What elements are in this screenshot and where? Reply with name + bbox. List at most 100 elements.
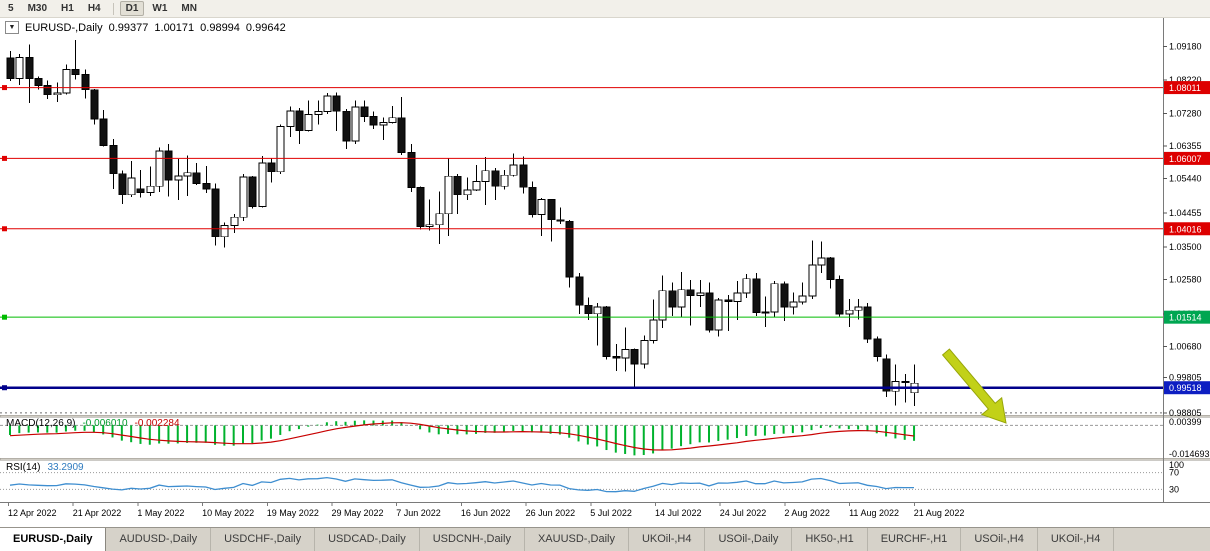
level-anchor-marker[interactable]	[2, 155, 7, 161]
candle	[696, 292, 705, 296]
candle	[397, 117, 406, 154]
candle	[304, 114, 313, 131]
candle	[854, 306, 863, 311]
candle	[62, 69, 71, 94]
date-tick-label: 29 May 2022	[332, 508, 384, 518]
candle	[369, 116, 378, 126]
timeframe-button-w1[interactable]: W1	[152, 3, 168, 14]
timeframe-button-5[interactable]: 5	[8, 3, 14, 14]
date-tick-label: 10 May 2022	[202, 508, 254, 518]
price-level-badge-label: 0.99518	[1169, 383, 1202, 393]
candle	[547, 199, 556, 221]
level-anchor-marker[interactable]	[2, 226, 7, 232]
candle	[733, 292, 742, 302]
date-tick-label: 21 Apr 2022	[73, 508, 122, 518]
chart-tab-hk50-h1[interactable]: HK50-,H1	[792, 528, 868, 551]
candle	[146, 185, 155, 193]
candle	[183, 172, 192, 177]
candle	[43, 85, 52, 96]
price-tick-label: 1.08220	[1169, 75, 1202, 85]
price-tick-label: 0.99805	[1169, 373, 1202, 383]
chart-tab-bar: EURUSD-,Daily AUDUSD-,Daily USDCHF-,Daily U…	[0, 527, 1210, 551]
date-tick-label: 26 Jun 2022	[526, 508, 576, 518]
chart-tab-usdcad-daily[interactable]: USDCAD-,Daily	[315, 528, 420, 551]
candle	[565, 220, 574, 278]
price-tick-label: 1.00680	[1169, 342, 1202, 352]
candle	[770, 283, 779, 313]
timeframe-button-m30[interactable]: M30	[27, 3, 48, 14]
price-level-badge	[1164, 310, 1210, 324]
candle	[6, 57, 15, 79]
candle	[342, 110, 351, 142]
price-tick-label: 1.04455	[1169, 208, 1202, 218]
rsi-line	[9, 476, 914, 493]
candle	[863, 306, 872, 340]
candle	[677, 289, 686, 308]
candle	[789, 301, 798, 308]
candle	[230, 216, 239, 226]
candle	[593, 306, 602, 315]
candle	[15, 57, 24, 79]
timeframe-button-mn[interactable]: MN	[181, 3, 197, 14]
candle	[99, 118, 108, 146]
toolbar-separator	[112, 2, 114, 15]
timeframe-buttons-group: 5 M30 H1 H4 D1 W1 MN	[2, 0, 203, 17]
date-tick-label: 24 Jul 2022	[720, 508, 767, 518]
candle	[258, 162, 267, 207]
level-anchor-marker[interactable]	[2, 85, 7, 91]
candle	[509, 164, 518, 176]
chart-menu-dropdown-icon[interactable]: ▼	[5, 21, 19, 34]
chart-tab-ukoil-h4[interactable]: UKOil-,H4	[628, 528, 706, 551]
axes-layer: 1.09180 1.08220 1.07280 1.06355 1.05440 1.044…	[0, 18, 1210, 518]
candle	[472, 181, 481, 191]
chart-area[interactable]: 1.09180 1.08220 1.07280 1.06355 1.05440 1.044…	[0, 18, 1210, 527]
candle	[882, 358, 891, 392]
candle	[164, 150, 173, 181]
candle	[416, 187, 425, 227]
pane-separator[interactable]	[0, 414, 1210, 418]
candle	[584, 304, 593, 315]
candle	[425, 224, 434, 227]
candle	[295, 110, 304, 131]
level-anchor-marker[interactable]	[2, 385, 7, 391]
chart-tab-usdcnh-daily[interactable]: USDCNH-,Daily	[419, 528, 525, 551]
candle	[248, 176, 257, 207]
candle	[267, 162, 276, 173]
price-tick-label: 1.05440	[1169, 173, 1202, 183]
price-chart-canvas[interactable]: 1.09180 1.08220 1.07280 1.06355 1.05440 1.044…	[0, 18, 1210, 527]
candle	[407, 152, 416, 189]
chart-tab-usdchf-daily[interactable]: USDCHF-,Daily	[211, 528, 316, 551]
candle	[192, 172, 201, 184]
price-tick-label: 1.07280	[1169, 108, 1202, 118]
chart-tab-eurusd-daily[interactable]: EURUSD-,Daily	[0, 528, 107, 551]
chart-tab-usoil-daily[interactable]: USOil-,Daily	[705, 528, 793, 551]
candle	[388, 117, 397, 124]
candle	[155, 150, 164, 187]
candle	[220, 225, 229, 238]
candle	[453, 175, 462, 196]
candle	[351, 106, 360, 142]
candle	[752, 278, 761, 313]
candle	[90, 89, 99, 120]
trend-arrow-annotation[interactable]	[941, 348, 1007, 424]
price-tick-label: 0.98805	[1169, 408, 1202, 418]
macd-pane: 0.00399 -0.014693	[0, 417, 1210, 459]
chart-tab-usoil-h4[interactable]: USOil-,H4	[961, 528, 1038, 551]
level-anchor-marker[interactable]	[2, 314, 7, 320]
candle	[686, 289, 695, 296]
timeframe-button-h1[interactable]: H1	[61, 3, 74, 14]
date-tick-label: 21 Aug 2022	[914, 508, 965, 518]
candle	[276, 126, 285, 173]
chart-tab-xauusd-daily[interactable]: XAUUSD-,Daily	[524, 528, 629, 551]
chart-tab-audusd-daily[interactable]: AUDUSD-,Daily	[106, 528, 212, 551]
candle	[668, 290, 677, 308]
chart-tab-ukoil-h4[interactable]: UKOil-,H4	[1037, 528, 1115, 551]
timeframe-button-h4[interactable]: H4	[87, 3, 101, 14]
candle	[714, 299, 723, 331]
pane-separator[interactable]	[0, 457, 1210, 461]
candle	[630, 349, 639, 365]
candle	[621, 349, 630, 359]
chart-tab-eurchf-h1[interactable]: EURCHF-,H1	[867, 528, 962, 551]
timeframe-button-d1[interactable]: D1	[119, 1, 145, 16]
